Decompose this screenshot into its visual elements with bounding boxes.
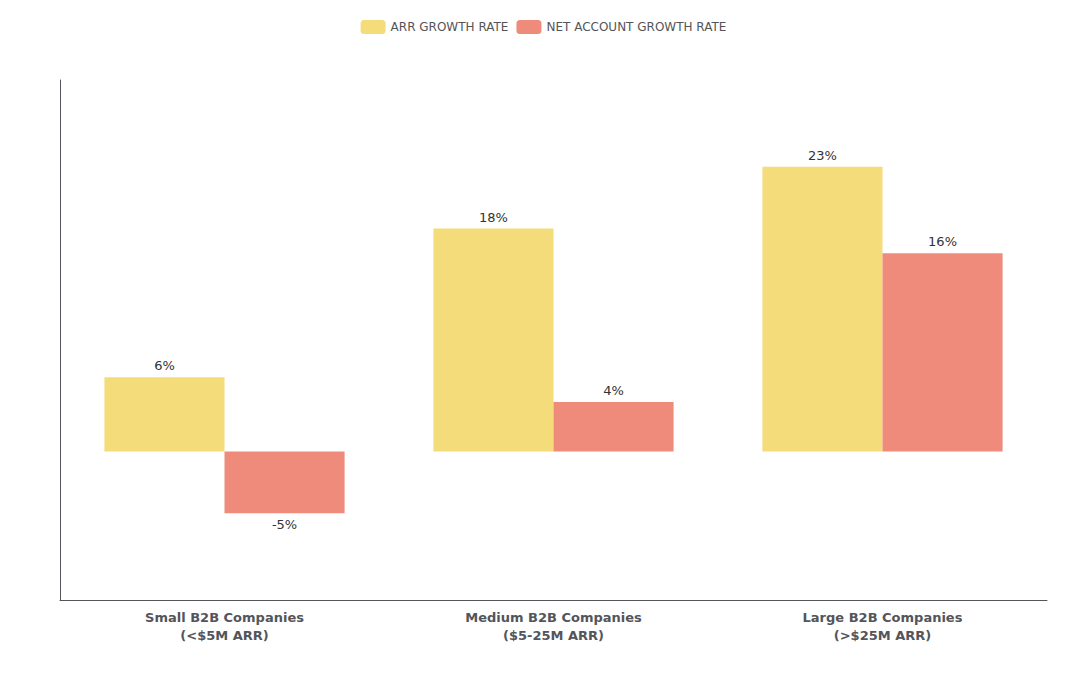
svg-text:-5%: -5%: [272, 517, 297, 532]
svg-text:Large B2B Companies: Large B2B Companies: [803, 610, 963, 625]
svg-text:(>$25M ARR): (>$25M ARR): [834, 628, 931, 643]
svg-text:4%: 4%: [603, 383, 624, 398]
svg-text:($5-25M ARR): ($5-25M ARR): [503, 628, 604, 643]
svg-text:NET ACCOUNT GROWTH RATE: NET ACCOUNT GROWTH RATE: [546, 20, 726, 34]
svg-text:(<$5M ARR): (<$5M ARR): [180, 628, 268, 643]
svg-text:23%: 23%: [808, 148, 837, 163]
svg-text:6%: 6%: [154, 358, 175, 373]
svg-text:ARR GROWTH RATE: ARR GROWTH RATE: [391, 20, 509, 34]
svg-text:Small B2B Companies: Small B2B Companies: [145, 610, 304, 625]
svg-text:18%: 18%: [479, 210, 508, 225]
svg-text:Medium B2B Companies: Medium B2B Companies: [465, 610, 642, 625]
svg-text:16%: 16%: [928, 234, 957, 249]
